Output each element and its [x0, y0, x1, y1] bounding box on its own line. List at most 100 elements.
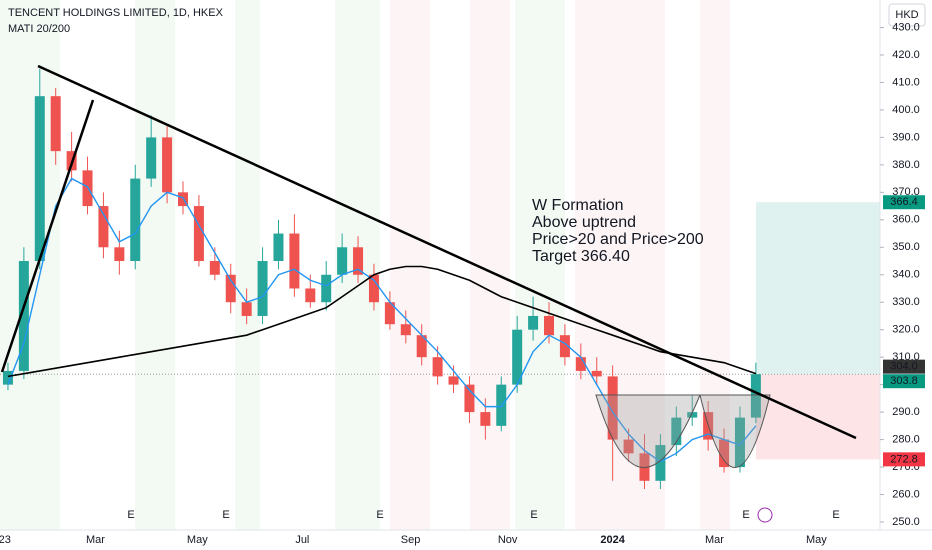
band — [135, 0, 175, 530]
band — [235, 0, 260, 530]
y-tick-label: 400.0 — [892, 104, 920, 116]
y-tick-label: 420.0 — [892, 49, 920, 61]
y-tick-label: 320.0 — [892, 324, 920, 336]
candle-body — [480, 412, 491, 426]
dividend-icon[interactable] — [757, 507, 773, 523]
y-tick-label: 360.0 — [892, 214, 920, 226]
y-tick-label: 340.0 — [892, 269, 920, 281]
candle-body — [544, 315, 555, 336]
downtrend-line — [37, 64, 857, 440]
candle-body — [671, 417, 682, 446]
candle-body — [368, 274, 379, 303]
candle-body — [257, 261, 268, 316]
candle-body — [162, 137, 173, 193]
earnings-icon[interactable]: E — [742, 509, 749, 521]
candle-body — [2, 370, 13, 385]
earnings-icon[interactable]: E — [127, 509, 134, 521]
band — [390, 0, 430, 530]
candle-body — [655, 445, 666, 481]
y-tick-label: 260.0 — [892, 488, 920, 500]
earnings-icon[interactable]: E — [530, 509, 537, 521]
candle-body — [384, 302, 395, 325]
candle-body — [512, 329, 523, 385]
signal-bands — [0, 0, 665, 530]
annotation: Target 366.40 — [532, 248, 630, 265]
candle-body — [289, 233, 300, 289]
price-tag — [883, 374, 925, 389]
candle-body — [432, 357, 443, 377]
price-tag — [883, 359, 925, 374]
candle-body — [750, 374, 761, 418]
y-tick-label: 430.0 — [892, 21, 920, 33]
candle-body — [623, 439, 634, 454]
x-tick-label: Mar — [86, 534, 105, 546]
candle-body — [719, 439, 730, 468]
candle-body — [305, 288, 316, 303]
candle-body — [146, 137, 157, 179]
candle-body — [353, 247, 364, 275]
y-tick-label: 330.0 — [892, 296, 920, 308]
events: E E E E E E — [127, 507, 840, 523]
price-tag — [883, 452, 925, 467]
currency-button[interactable] — [888, 3, 926, 27]
candle-body — [607, 376, 618, 440]
indicator-name: MATI 20/200 — [8, 23, 70, 35]
candle-body — [241, 302, 252, 316]
target-zone — [755, 202, 880, 375]
x-tick-label: May — [187, 534, 208, 546]
candle-body — [98, 206, 109, 248]
w-right — [699, 394, 771, 468]
y-tick-label: 290.0 — [892, 406, 920, 418]
price-tag-label: 366.4 — [890, 196, 918, 208]
annotation: Above uptrend — [532, 214, 636, 231]
y-tick-label: 250.0 — [892, 516, 920, 528]
price-tag-label: 272.8 — [890, 453, 918, 465]
candle-body — [337, 247, 348, 275]
candle-body — [34, 96, 45, 262]
uptrend-line — [0, 99, 95, 373]
band — [515, 0, 565, 530]
candle-body — [496, 384, 507, 426]
annotation: W Formation — [532, 197, 624, 214]
earnings-icon[interactable]: E — [832, 509, 839, 521]
price-tag-label: 303.8 — [890, 375, 918, 387]
candle-body — [591, 370, 602, 377]
y-tick-label: 410.0 — [892, 76, 920, 88]
candle-body — [528, 315, 539, 330]
y-tick-label: 350.0 — [892, 241, 920, 253]
chart-title: TENCENT HOLDINGS LIMITED, 1D, HKEX — [8, 7, 224, 19]
x-tick-label: 2024 — [600, 534, 625, 546]
x-tick-label: May — [806, 534, 827, 546]
price-tag-label: 304.0 — [890, 361, 918, 373]
candle-body — [50, 96, 61, 152]
earnings-icon[interactable]: E — [222, 509, 229, 521]
price-tag — [883, 195, 925, 210]
candle-body — [559, 335, 570, 358]
y-tick-label: 380.0 — [892, 159, 920, 171]
candle-body — [114, 247, 125, 262]
stop-zone — [755, 374, 880, 460]
candle-body — [400, 324, 411, 336]
candle-body — [193, 206, 204, 262]
candle-body — [225, 274, 236, 303]
x-tick-label: Nov — [498, 534, 518, 546]
currency[interactable]: HKD — [895, 9, 918, 21]
candle-body — [575, 357, 586, 371]
candle-body — [687, 412, 698, 418]
w-left — [595, 394, 701, 468]
x-tick-label: Sep — [401, 534, 421, 546]
annotation: Price>20 and Price>200 — [532, 231, 704, 248]
candle-body — [130, 178, 141, 262]
candle-body — [18, 261, 29, 371]
band — [575, 0, 665, 530]
candle-body — [416, 335, 427, 358]
y-tick-label: 280.0 — [892, 433, 920, 445]
x-tick-label: Mar — [705, 534, 724, 546]
candle-body — [448, 376, 459, 385]
earnings-icon[interactable]: E — [376, 509, 383, 521]
x-tick-label: 23 — [0, 534, 11, 546]
candle-body — [321, 274, 332, 303]
candle-body — [734, 417, 745, 468]
x-tick-label: Jul — [295, 534, 309, 546]
